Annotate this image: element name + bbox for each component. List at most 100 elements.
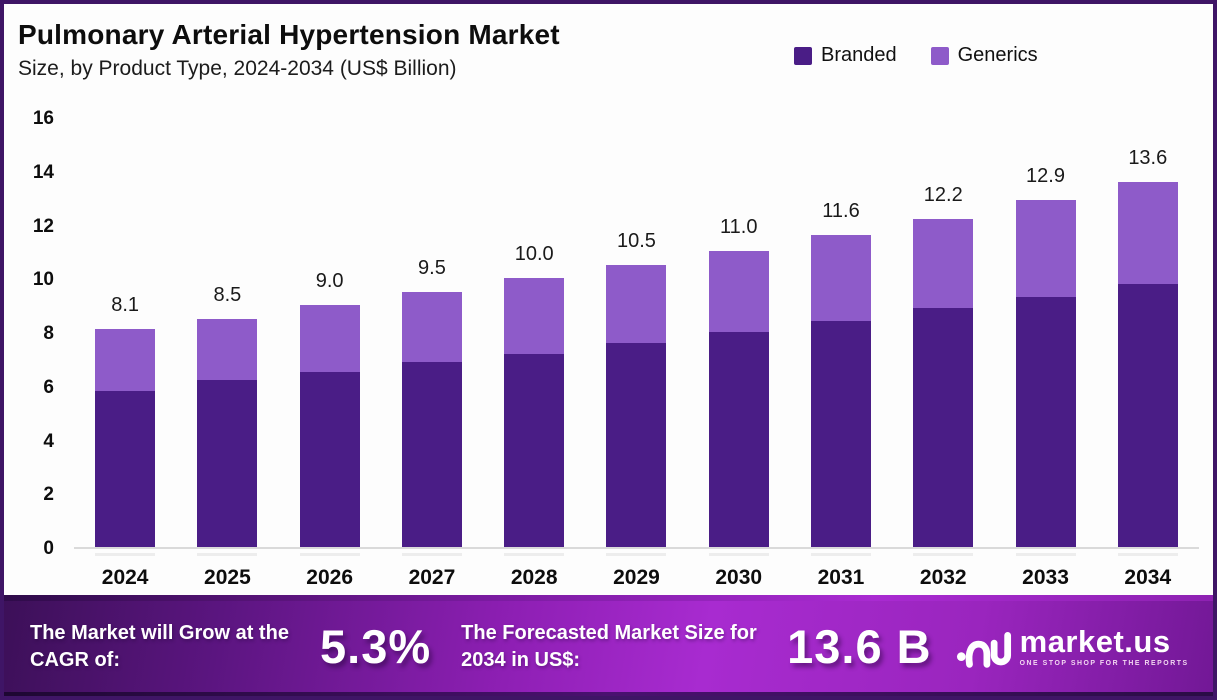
x-tick-mark bbox=[299, 553, 360, 556]
bar-slot-2028: 10.0 bbox=[483, 119, 585, 556]
x-tick-label-2034: 2034 bbox=[1124, 566, 1172, 589]
x-tick-label-2027: 2027 bbox=[408, 566, 456, 589]
bar-segment-branded bbox=[299, 372, 360, 547]
cagr-label: The Market will Grow at the CAGR of: bbox=[30, 621, 289, 671]
bar-segment-branded bbox=[1015, 297, 1076, 547]
y-tick-label: 8 bbox=[43, 323, 54, 344]
x-tick-mark bbox=[1117, 553, 1178, 556]
plot-area: 8.1 8.5 9.0 9.5 10.0 10.5 11.0 11.6 12.2 12.9 13.6 bbox=[74, 119, 1199, 556]
bar-value-label: 8.5 bbox=[213, 283, 242, 306]
stacked-bar-2033 bbox=[1015, 200, 1076, 547]
legend-swatch-icon bbox=[930, 46, 949, 65]
stacked-bar-2030 bbox=[708, 251, 769, 547]
bar-value-label: 11.0 bbox=[720, 216, 758, 239]
bar-segment-generics bbox=[1015, 200, 1076, 298]
x-tick-label-2026: 2026 bbox=[306, 566, 354, 589]
x-tick-mark bbox=[504, 553, 565, 556]
stacked-bar-2029 bbox=[606, 264, 667, 547]
cagr-value: 5.3% bbox=[320, 620, 432, 673]
x-tick-mark bbox=[197, 553, 258, 556]
bar-segment-generics bbox=[401, 291, 462, 362]
bar-segment-generics bbox=[95, 329, 156, 392]
brand-block: market.us ONE STOP SHOP FOR THE REPORTS bbox=[1020, 626, 1189, 667]
legend-label: Branded bbox=[821, 44, 897, 66]
x-tick-label-2028: 2028 bbox=[510, 566, 558, 589]
footer-banner: The Market will Grow at the CAGR of: 5.3… bbox=[4, 595, 1213, 696]
x-axis: 2024 2025 2026 2027 2028 2029 2030 2031 2032 2033… bbox=[74, 566, 1199, 590]
x-tick-label-2024: 2024 bbox=[101, 566, 149, 589]
stacked-bar-2025 bbox=[197, 318, 258, 547]
stacked-bar-2031 bbox=[810, 235, 871, 547]
bar-slot-2030: 11.0 bbox=[688, 119, 790, 556]
bar-slot-2029: 10.5 bbox=[585, 119, 687, 556]
x-tick-label-2029: 2029 bbox=[613, 566, 660, 589]
bar-value-label: 12.9 bbox=[1026, 165, 1065, 188]
y-tick-label: 16 bbox=[32, 108, 54, 129]
x-tick-mark bbox=[401, 553, 462, 556]
bar-value-label: 8.1 bbox=[111, 294, 140, 317]
x-tick-mark bbox=[708, 553, 769, 556]
bar-slot-2034: 13.6 bbox=[1097, 119, 1199, 556]
bar-slot-2031: 11.6 bbox=[790, 119, 892, 556]
bar-segment-generics bbox=[810, 235, 871, 322]
bar-slot-2027: 9.5 bbox=[381, 119, 483, 556]
bar-segment-branded bbox=[708, 332, 769, 547]
legend-label: Generics bbox=[957, 44, 1038, 66]
page-title: Pulmonary Arterial Hypertension Market bbox=[18, 19, 560, 50]
x-tick-label-2033: 2033 bbox=[1022, 566, 1069, 589]
market-us-logo-icon bbox=[956, 631, 1011, 668]
legend-item-generics: Generics bbox=[930, 44, 1038, 67]
bar-value-label: 10.0 bbox=[514, 243, 554, 266]
x-tick-mark bbox=[1015, 553, 1076, 556]
stacked-bar-2026 bbox=[299, 305, 360, 547]
bar-segment-generics bbox=[606, 264, 667, 343]
brand-name: market.us bbox=[1019, 624, 1171, 659]
y-tick-label: 14 bbox=[32, 161, 54, 183]
bar-value-label: 13.6 bbox=[1128, 146, 1168, 169]
stacked-bar-2027 bbox=[401, 291, 462, 547]
bar-value-label: 12.2 bbox=[923, 184, 963, 207]
bar-value-label: 10.5 bbox=[616, 229, 656, 252]
y-tick-label: 4 bbox=[43, 430, 54, 452]
x-tick-mark bbox=[913, 553, 974, 556]
brand-tagline: ONE STOP SHOP FOR THE REPORTS bbox=[1019, 660, 1189, 667]
x-tick-label-2025: 2025 bbox=[204, 566, 251, 589]
bar-value-label: 9.0 bbox=[315, 270, 344, 293]
stacked-bar-2034 bbox=[1117, 181, 1178, 547]
stacked-bar-2024 bbox=[95, 329, 156, 547]
bar-segment-generics bbox=[1117, 181, 1178, 284]
bar-slot-2026: 9.0 bbox=[279, 119, 381, 556]
bar-segment-generics bbox=[708, 251, 769, 332]
bar-segment-generics bbox=[299, 305, 360, 373]
x-tick-mark bbox=[606, 553, 667, 556]
x-tick-label-2032: 2032 bbox=[919, 566, 967, 589]
x-tick-mark bbox=[810, 553, 871, 556]
y-tick-label: 10 bbox=[32, 269, 54, 291]
stacked-bar-2032 bbox=[913, 219, 974, 547]
bar-segment-branded bbox=[913, 307, 974, 547]
bar-slot-2032: 12.2 bbox=[892, 119, 994, 556]
bar-segment-branded bbox=[95, 391, 156, 547]
header: Pulmonary Arterial Hypertension Market S… bbox=[18, 19, 560, 81]
y-tick-label: 0 bbox=[43, 538, 54, 559]
y-tick-label: 6 bbox=[43, 376, 54, 398]
bar-segment-generics bbox=[913, 219, 974, 308]
bar-value-label: 11.6 bbox=[822, 200, 860, 223]
market-us-logo: market.us ONE STOP SHOP FOR THE REPORTS bbox=[956, 623, 1189, 671]
bar-slot-2024: 8.1 bbox=[74, 119, 176, 556]
x-tick-label-2030: 2030 bbox=[715, 566, 763, 589]
bar-slot-2025: 8.5 bbox=[176, 119, 278, 556]
legend-item-branded: Branded bbox=[794, 44, 897, 67]
bar-segment-branded bbox=[197, 380, 258, 547]
bar-segment-branded bbox=[606, 342, 667, 547]
x-tick-label-2031: 2031 bbox=[817, 566, 865, 589]
bar-segment-generics bbox=[197, 318, 258, 381]
forecast-label: The Forecasted Market Size for 2034 in U… bbox=[461, 621, 757, 671]
y-tick-label: 12 bbox=[32, 215, 54, 237]
y-axis: 0 2 4 6 8 10 12 14 16 bbox=[4, 108, 54, 559]
x-tick-mark bbox=[95, 553, 156, 556]
bar-segment-generics bbox=[504, 278, 565, 354]
bar-segment-branded bbox=[1117, 283, 1178, 547]
bars-container: 8.1 8.5 9.0 9.5 10.0 10.5 11.0 11.6 12.2 12.9 13.6 bbox=[74, 119, 1199, 556]
